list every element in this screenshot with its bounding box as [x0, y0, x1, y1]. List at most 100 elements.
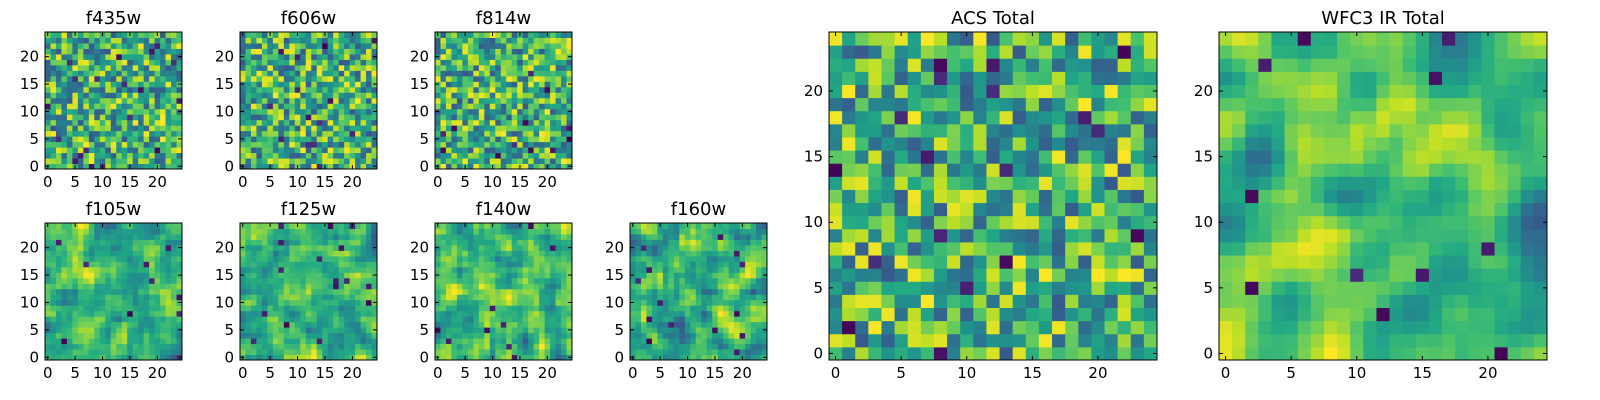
heatmap-cell: [679, 299, 686, 306]
heatmap-cell: [506, 266, 513, 273]
heatmap-cell: [679, 338, 686, 345]
heatmap-cell: [138, 288, 145, 295]
heatmap-cell: [986, 294, 1001, 309]
heatmap-cell: [50, 294, 57, 301]
heatmap-cell: [756, 261, 763, 268]
heatmap-cell: [517, 233, 524, 240]
heatmap-cell: [544, 141, 551, 148]
heatmap-cell: [165, 70, 172, 77]
heatmap-cell: [511, 327, 518, 334]
heatmap-cell: [467, 42, 474, 49]
heatmap-cell: [176, 59, 183, 66]
heatmap-cell: [500, 223, 507, 229]
heatmap-cell: [734, 343, 741, 350]
heatmap-cell: [646, 310, 653, 317]
heatmap-cell: [706, 343, 713, 350]
heatmap-cell: [855, 228, 869, 243]
heatmap-cell: [94, 321, 101, 328]
heatmap-cell: [171, 64, 178, 71]
heatmap-cell: [366, 163, 373, 170]
heatmap-cell: [451, 244, 458, 251]
heatmap-cell: [511, 223, 518, 229]
heatmap-cell: [143, 272, 150, 279]
heatmap-cell: [256, 310, 263, 317]
heatmap-cell: [50, 332, 57, 339]
heatmap-cell: [360, 299, 367, 306]
heatmap-cell: [94, 114, 101, 121]
heatmap-cell: [338, 163, 345, 170]
heatmap-cell: [344, 163, 351, 170]
heatmap-cell: [278, 266, 285, 273]
heatmap-cell: [533, 114, 540, 121]
heatmap-cell: [986, 268, 1001, 282]
heatmap-cell: [94, 233, 101, 240]
heatmap-cell: [646, 327, 653, 334]
heatmap-cell: [94, 64, 101, 71]
heatmap-cell: [986, 333, 1001, 348]
heatmap-cell: [539, 147, 546, 154]
heatmap-cell: [646, 332, 653, 339]
heatmap-cell: [165, 228, 172, 235]
heatmap-cell: [278, 37, 285, 44]
heatmap-cell: [517, 48, 524, 55]
heatmap-cell: [467, 239, 474, 246]
heatmap-cell: [333, 299, 340, 306]
heatmap-cell: [250, 250, 257, 257]
heatmap-cell: [61, 108, 68, 115]
heatmap-cell: [110, 136, 117, 143]
heatmap-cell: [706, 255, 713, 262]
heatmap-cell: [366, 119, 373, 126]
heatmap-cell: [673, 223, 680, 229]
heatmap-cell: [366, 108, 373, 115]
heatmap-cell: [728, 305, 735, 312]
heatmap-cell: [138, 310, 145, 317]
heatmap-cell: [544, 338, 551, 345]
heatmap-cell: [717, 266, 724, 273]
heatmap-cell: [435, 283, 441, 290]
heatmap-cell: [305, 103, 312, 110]
heatmap-cell: [445, 97, 452, 104]
heatmap-cell: [138, 283, 145, 290]
heatmap-cell: [45, 316, 51, 323]
heatmap-cell: [445, 266, 452, 273]
heatmap-cell: [451, 147, 458, 154]
heatmap-cell: [278, 316, 285, 323]
heatmap-cell: [646, 343, 653, 350]
heatmap-cell: [920, 228, 935, 243]
heatmap-cell: [528, 239, 535, 246]
heatmap-cell: [176, 223, 183, 229]
heatmap-cell: [283, 349, 290, 356]
heatmap-cell: [149, 272, 156, 279]
heatmap-cell: [566, 125, 573, 132]
heatmap-cell: [105, 114, 112, 121]
heatmap-cell: [160, 158, 167, 165]
heatmap-cell: [160, 305, 167, 312]
heatmap-cell: [316, 299, 323, 306]
heatmap-cell: [506, 255, 513, 262]
x-tick-label: 5: [70, 364, 80, 382]
heatmap-cell: [240, 316, 246, 323]
heatmap-cell: [1078, 333, 1092, 348]
heatmap-cell: [83, 48, 90, 55]
heatmap-cell: [338, 316, 345, 323]
heatmap-cell: [745, 343, 752, 350]
heatmap-cell: [690, 244, 697, 251]
heatmap-cell: [294, 239, 301, 246]
heatmap-cell: [506, 53, 513, 60]
heatmap-cell: [316, 136, 323, 143]
heatmap-cell: [907, 281, 922, 295]
heatmap-cell: [657, 343, 664, 350]
heatmap-cell: [143, 228, 150, 235]
heatmap-cell: [855, 268, 869, 282]
heatmap-cell: [484, 343, 491, 350]
heatmap-cell: [138, 119, 145, 126]
heatmap-cell: [245, 316, 252, 323]
heatmap-cell: [1130, 268, 1145, 282]
heatmap-cell: [533, 163, 540, 170]
heatmap-cell: [261, 332, 268, 339]
heatmap-cell: [333, 136, 340, 143]
heatmap-cell: [478, 223, 485, 229]
heatmap-cell: [283, 32, 290, 38]
heatmap-cell: [250, 228, 257, 235]
heatmap-cell: [176, 103, 183, 110]
